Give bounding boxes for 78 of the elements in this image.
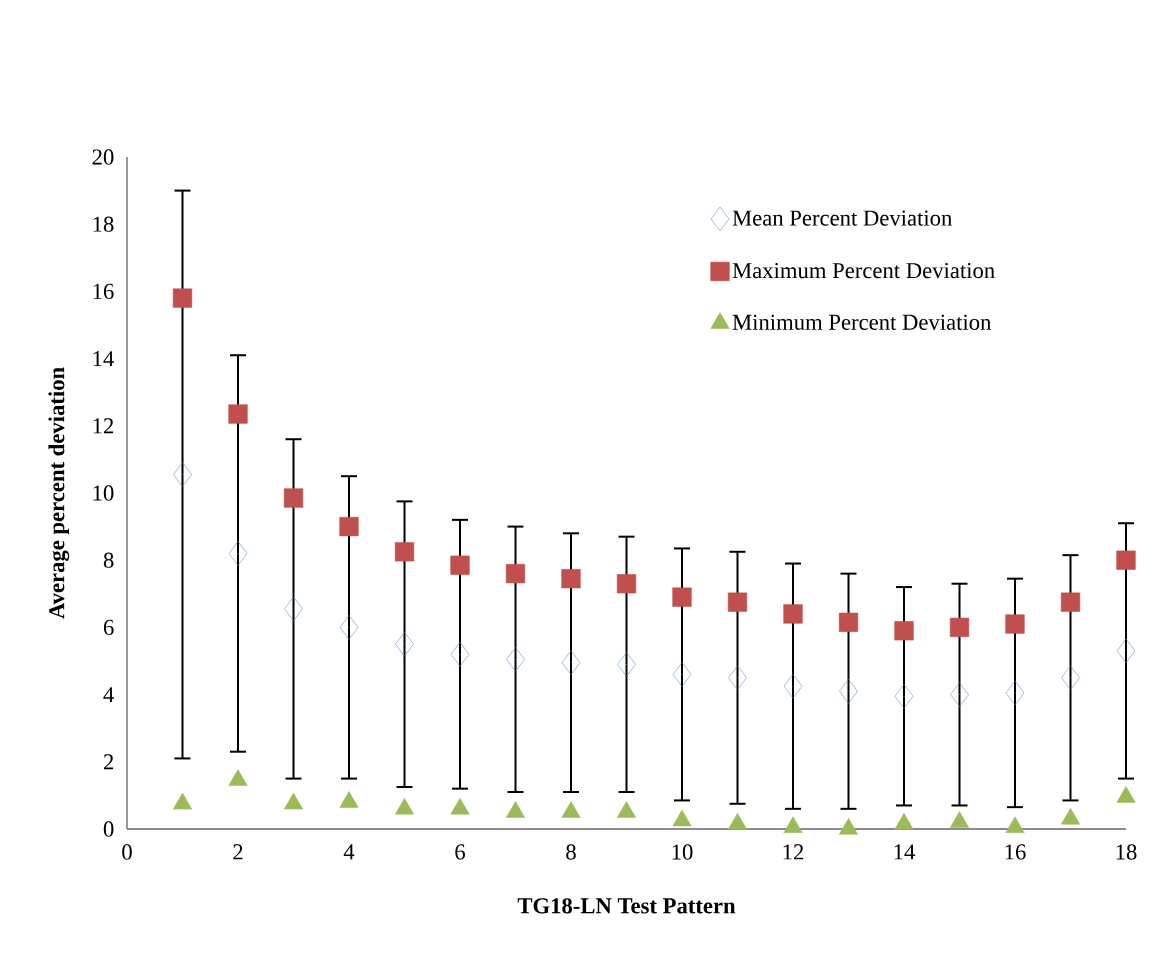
point (728, 665, 747, 691)
point (561, 801, 581, 818)
y-tick-label: 12 (93, 418, 114, 434)
y-tick-label: 4 (103, 687, 114, 703)
point (727, 813, 748, 830)
point (395, 631, 414, 657)
point (1005, 614, 1025, 634)
point (561, 569, 581, 589)
point (228, 769, 248, 786)
y-tick-label: 0 (103, 821, 114, 837)
x-tick-label: 6 (455, 844, 465, 860)
point (727, 592, 748, 612)
x-tick-label: 2 (233, 844, 243, 860)
x-tick-label: 18 (1116, 844, 1137, 860)
point (506, 647, 525, 672)
point (1116, 638, 1136, 664)
y-tick-label: 14 (93, 351, 114, 367)
point (505, 564, 526, 584)
point (617, 652, 636, 677)
legend-label: Maximum Percent Deviation (732, 262, 995, 279)
point (1116, 786, 1136, 803)
x-tick-label: 4 (343, 844, 355, 860)
x-tick-label: 14 (894, 844, 915, 860)
point (950, 682, 969, 707)
point (838, 612, 859, 632)
point (339, 516, 359, 537)
point (672, 809, 692, 827)
point (284, 792, 304, 810)
point (783, 816, 803, 833)
y-axis-title: Average percent deviation (48, 367, 70, 619)
y-tick-label: 16 (93, 283, 114, 300)
point (617, 801, 637, 818)
point (949, 617, 970, 637)
x-tick-label: 12 (783, 844, 804, 860)
point (672, 662, 692, 687)
point (394, 542, 415, 562)
x-tick-label: 10 (672, 844, 693, 860)
point (1116, 550, 1136, 570)
point (894, 684, 914, 709)
point (1061, 665, 1080, 691)
point (894, 621, 914, 641)
point (838, 818, 859, 835)
point (1060, 592, 1081, 612)
point (949, 811, 970, 828)
point (839, 678, 858, 704)
point (450, 555, 470, 575)
y-tick-label: 10 (93, 485, 114, 501)
y-tick-label: 8 (103, 552, 114, 568)
point (284, 596, 303, 622)
point (339, 615, 359, 640)
point (505, 801, 526, 818)
y-tick-label: 20 (92, 149, 114, 165)
point (672, 587, 692, 607)
point (561, 650, 581, 675)
point (783, 673, 803, 699)
y-tick-label: 6 (103, 619, 114, 636)
x-tick-label: 8 (566, 844, 576, 860)
point (894, 813, 914, 830)
y-tick-label: 18 (93, 216, 114, 232)
point (783, 604, 803, 624)
point (1005, 816, 1025, 833)
point (339, 791, 359, 808)
x-tick-label: 0 (122, 844, 132, 860)
point (1060, 807, 1081, 825)
x-tick-label: 16 (1005, 844, 1026, 860)
point (395, 797, 415, 815)
legend-label: Mean Percent Deviation (732, 210, 953, 226)
point (450, 642, 470, 667)
point (616, 574, 637, 594)
point (173, 792, 193, 810)
point (228, 541, 248, 566)
point (173, 462, 192, 487)
x-axis-title: TG18-LN Test Pattern (517, 898, 736, 914)
point (1005, 680, 1025, 706)
legend-label: Minimum Percent Deviation (732, 314, 992, 330)
point (450, 797, 470, 815)
point (283, 488, 304, 508)
y-tick-label: 2 (103, 754, 114, 770)
